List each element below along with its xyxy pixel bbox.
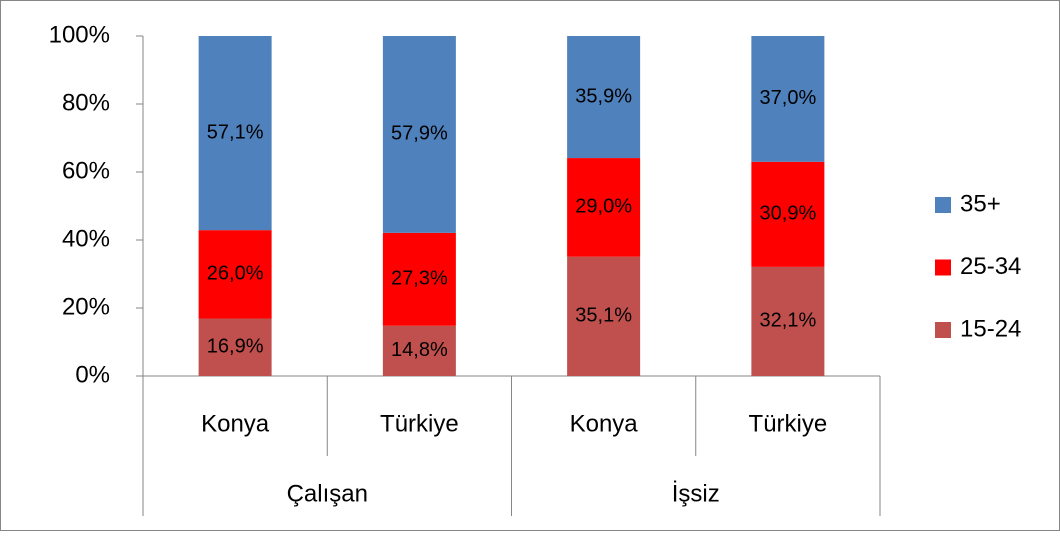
legend-label: 25-34 (960, 253, 1021, 280)
bar-segment (567, 158, 641, 257)
bar-segment (198, 36, 272, 231)
x-tick-label: Türkiye (749, 410, 828, 437)
x-tick-label: Konya (570, 410, 639, 437)
y-tick-label: 0% (75, 361, 110, 388)
data-label: 16,9% (207, 336, 264, 358)
legend-label: 35+ (960, 190, 1001, 217)
bar-segment (382, 36, 456, 233)
y-tick-label: 40% (62, 225, 110, 252)
legend-swatch (935, 322, 951, 338)
y-tick-label: 100% (49, 21, 110, 48)
legend-swatch (935, 259, 951, 276)
group-label: İşsiz (672, 480, 720, 507)
group-label: Çalışan (287, 480, 368, 507)
data-label: 32,1% (760, 310, 817, 332)
bar-segment (198, 318, 272, 376)
data-label: 57,1% (207, 121, 264, 143)
y-tick-label: 60% (62, 157, 110, 184)
x-tick-label: Konya (201, 410, 270, 437)
data-label: 35,1% (575, 305, 632, 327)
legend-swatch (935, 197, 951, 213)
y-tick-label: 80% (62, 89, 110, 116)
y-tick-label: 20% (62, 293, 110, 320)
legend-label: 15-24 (960, 315, 1021, 342)
bar-segment (751, 266, 825, 376)
data-label: 29,0% (575, 196, 632, 218)
bar-segment (751, 161, 825, 267)
data-label: 27,3% (391, 268, 448, 290)
data-label: 14,8% (391, 339, 448, 361)
data-label: 26,0% (207, 263, 264, 285)
bar-segment (198, 230, 272, 319)
bar-segment (382, 232, 456, 326)
data-label: 37,0% (760, 87, 817, 109)
bar-segment (567, 36, 641, 159)
bar-segment (751, 36, 825, 162)
data-label: 30,9% (760, 203, 817, 225)
bar-segment (567, 256, 641, 376)
bar-segment (382, 325, 456, 376)
data-label: 57,9% (391, 123, 448, 145)
x-tick-label: Türkiye (380, 410, 459, 437)
data-label: 35,9% (575, 85, 632, 107)
